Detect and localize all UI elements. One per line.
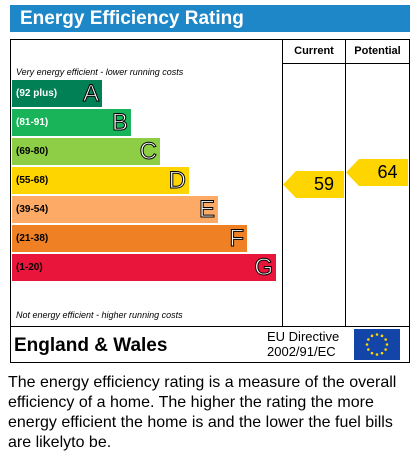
current-rating-arrow: 59 — [283, 171, 345, 198]
directive-line-2: 2002/91/EC — [267, 344, 336, 359]
eu-star — [384, 348, 387, 351]
band-e: (39-54) E — [12, 196, 218, 224]
column-divider-current — [282, 40, 283, 326]
band-d-range: (55-68) — [16, 175, 49, 186]
epc-chart: Current Potential Very energy efficient … — [10, 39, 410, 363]
current-arrow-shape — [283, 171, 344, 198]
potential-rating-arrow: 64 — [346, 159, 409, 186]
eu-flag-icon — [354, 329, 400, 360]
band-b-letter: B — [111, 109, 128, 137]
band-c-letter: C — [139, 138, 157, 166]
band-g-letter: G — [254, 254, 274, 282]
eu-star — [375, 353, 379, 356]
eu-directive: EU Directive 2002/91/EC — [267, 329, 339, 359]
eu-star — [370, 351, 374, 355]
directive-line-1: EU Directive — [267, 329, 340, 344]
eu-star — [380, 334, 384, 338]
band-a: (92 plus) A — [12, 80, 102, 108]
chart-title: Energy Efficiency Rating — [10, 5, 410, 32]
region-name: England & Wales — [14, 335, 168, 356]
eu-star — [367, 348, 370, 351]
potential-rating-value: 64 — [377, 162, 398, 182]
band-e-letter: E — [198, 196, 215, 224]
band-f-letter: F — [229, 225, 245, 253]
band-d: (55-68) D — [12, 167, 189, 195]
current-column-header: Current — [294, 45, 334, 57]
potential-arrow-shape — [346, 159, 408, 186]
column-divider-potential — [345, 40, 346, 326]
efficient-note: Very energy efficient - lower running co… — [16, 67, 184, 77]
eu-star — [367, 338, 370, 341]
band-g-range: (1-20) — [16, 262, 43, 273]
rating-description: The energy efficiency rating is a measur… — [8, 374, 397, 451]
potential-column-header: Potential — [354, 45, 401, 57]
current-rating-value: 59 — [313, 174, 335, 194]
band-a-range: (92 plus) — [16, 88, 58, 99]
header-divider — [282, 63, 409, 64]
band-b: (81-91) B — [12, 109, 131, 137]
eu-star — [365, 343, 369, 346]
inefficient-note: Not energy efficient - higher running co… — [16, 310, 183, 320]
band-b-range: (81-91) — [16, 117, 49, 128]
band-f: (21-38) F — [12, 225, 247, 253]
band-c-range: (69-80) — [16, 146, 49, 157]
band-e-range: (39-54) — [16, 204, 49, 215]
band-d-letter: D — [168, 167, 186, 195]
band-f-range: (21-38) — [16, 233, 49, 244]
eu-star — [370, 334, 374, 338]
footer-divider — [11, 326, 409, 327]
eu-star — [380, 351, 384, 355]
eu-star — [385, 343, 389, 346]
chart-footer: England & Wales EU Directive 2002/91/EC — [11, 327, 409, 362]
band-a-letter: A — [82, 80, 99, 108]
band-c: (69-80) C — [12, 138, 160, 166]
eu-star — [384, 338, 387, 341]
band-g: (1-20) G — [12, 254, 276, 282]
eu-star — [375, 333, 379, 336]
